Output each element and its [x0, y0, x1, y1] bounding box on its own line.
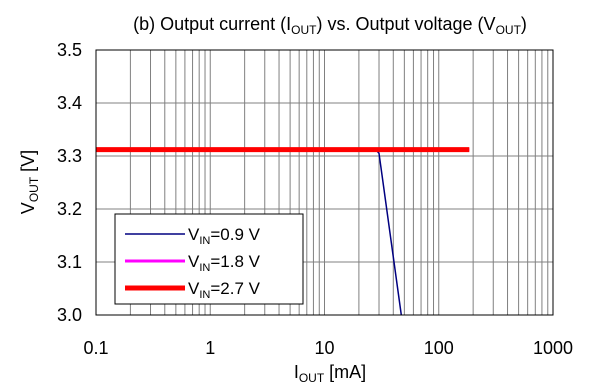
y-tick-label: 3.1 [57, 252, 82, 272]
x-tick-label: 1000 [533, 338, 573, 358]
legend-label-vin-1.8: VIN=1.8 V [188, 252, 261, 274]
plot-frame [95, 49, 554, 316]
chart-title: (b) Output current (IOUT) vs. Output vol… [133, 14, 527, 37]
x-tick-label: 100 [424, 338, 454, 358]
x-tick-label: 1 [205, 338, 215, 358]
x-tick-label: 0.1 [83, 338, 108, 358]
legend-label-vin-0.9: VIN=0.9 V [188, 225, 261, 247]
series-lines [96, 147, 470, 316]
x-tick-label: 10 [314, 338, 334, 358]
y-tick-label: 3.3 [57, 146, 82, 166]
y-tick-label: 3.5 [57, 40, 82, 60]
x-axis-label: IOUT [mA] [294, 362, 366, 385]
y-tick-labels: 3.0 3.1 3.2 3.3 3.4 3.5 [57, 40, 82, 325]
y-tick-label: 3.4 [57, 93, 82, 113]
legend: VIN=0.9 V VIN=1.8 V VIN=2.7 V [114, 213, 304, 305]
y-tick-label: 3.0 [57, 305, 82, 325]
y-axis-label: VOUT [V] [18, 150, 41, 214]
x-tick-labels: 0.1 1 10 100 1000 [83, 338, 573, 358]
y-tick-label: 3.2 [57, 199, 82, 219]
legend-label-vin-2.7: VIN=2.7 V [188, 279, 261, 301]
